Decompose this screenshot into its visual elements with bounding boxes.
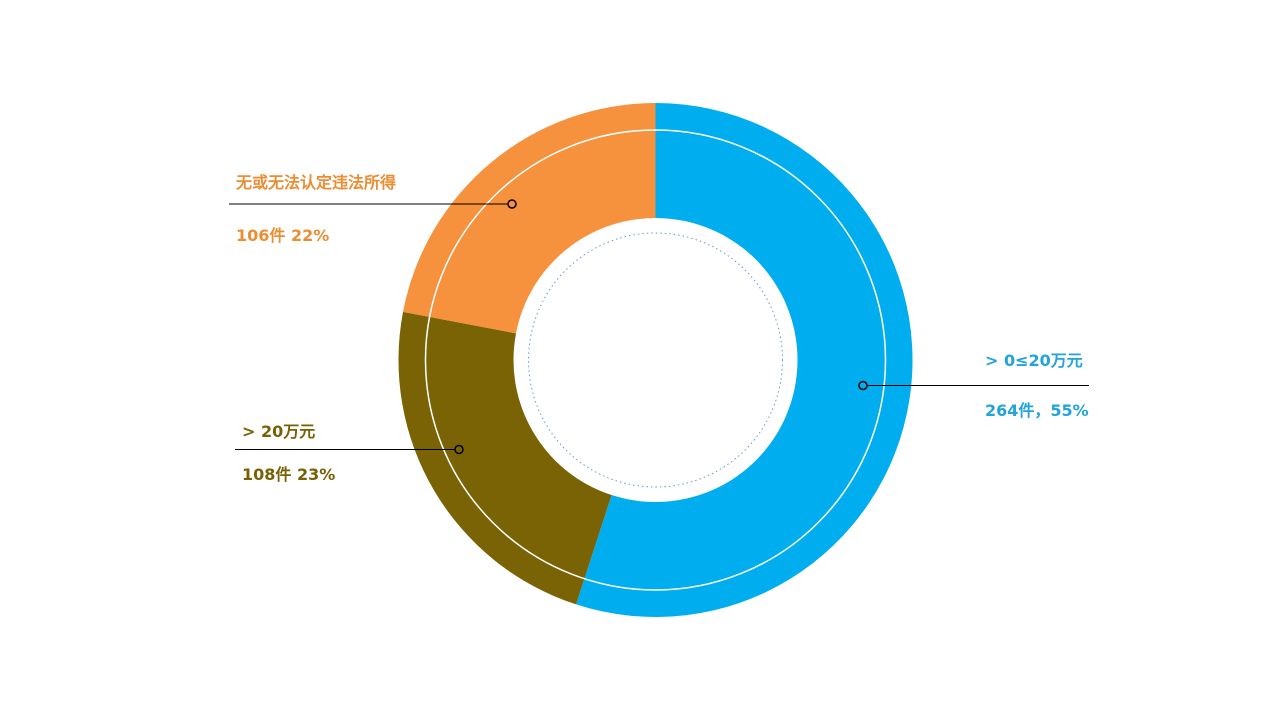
donut-segment-orange	[403, 102, 656, 334]
leader-marker-olive	[454, 444, 464, 455]
callout-label-olive: > 20万元	[242, 422, 316, 441]
leader-marker-blue	[858, 380, 868, 391]
leader-marker-orange	[507, 199, 517, 209]
callout-label-orange: 无或无法认定违法所得	[236, 173, 397, 192]
donut-segments	[398, 102, 913, 617]
callout-value-orange: 106件 22%	[236, 226, 330, 245]
callout-label-blue: > 0≤20万元	[985, 351, 1083, 370]
donut-segment-blue	[576, 103, 913, 617]
donut-segment-olive	[398, 311, 612, 605]
callout-value-olive: 108件 23%	[242, 465, 336, 484]
inner-ring-line	[424, 129, 887, 591]
callout-value-blue: 264件，55%	[985, 401, 1089, 420]
dotted-guide-circle	[528, 232, 783, 488]
